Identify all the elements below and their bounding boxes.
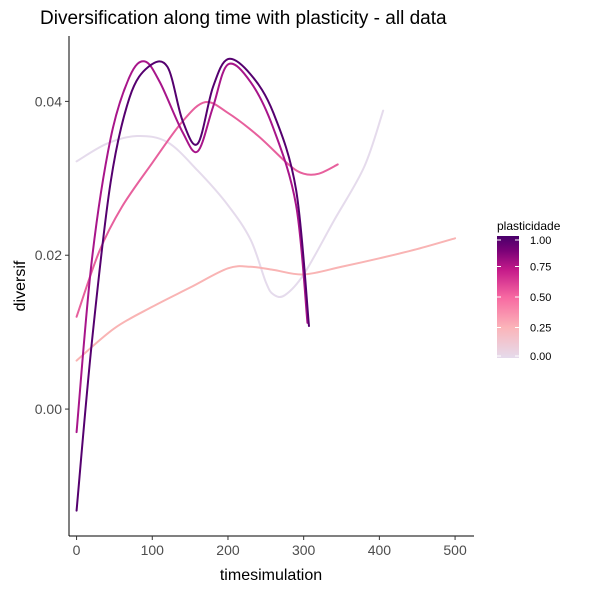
y-tick-label: 0.00 xyxy=(35,401,62,417)
legend-tick-label: 0.75 xyxy=(530,262,551,274)
chart-title: Diversification along time with plastici… xyxy=(40,8,447,29)
series-line-plasticity-0-25 xyxy=(75,237,457,362)
x-tick-label: 0 xyxy=(73,542,81,558)
y-tick-label: 0.02 xyxy=(35,247,62,263)
legend-title: plasticidade xyxy=(497,219,561,233)
series-line-plasticity-0 xyxy=(75,109,385,299)
series-layer xyxy=(75,57,457,512)
legend-tick-label: 0.50 xyxy=(530,292,551,304)
x-tick-label: 200 xyxy=(216,542,240,558)
y-axis-title: diversif xyxy=(12,260,29,311)
series-line-plasticity-1 xyxy=(75,57,310,512)
x-tick-label: 500 xyxy=(443,542,467,558)
legend-tick-label: 0.00 xyxy=(530,351,551,363)
legend-colorbar xyxy=(497,236,519,358)
x-tick-label: 300 xyxy=(292,542,316,558)
legend: plasticidade 1.00 0.75 0.50 0.25 0.00 xyxy=(497,219,561,363)
legend-ticks: 1.00 0.75 0.50 0.25 0.00 xyxy=(497,235,551,363)
x-ticks: 0 100 200 300 400 500 xyxy=(73,536,467,558)
x-tick-label: 100 xyxy=(141,542,165,558)
plot-area: 0 100 200 300 400 500 0.00 0.02 0.04 xyxy=(35,36,474,558)
legend-tick-label: 1.00 xyxy=(530,235,551,247)
series-line-plasticity-0-8 xyxy=(75,60,309,434)
y-ticks: 0.00 0.02 0.04 xyxy=(35,93,69,417)
y-tick-label: 0.04 xyxy=(35,93,62,109)
x-axis-title: timesimulation xyxy=(220,567,322,584)
legend-tick-label: 0.25 xyxy=(530,323,551,335)
x-tick-label: 400 xyxy=(368,542,392,558)
